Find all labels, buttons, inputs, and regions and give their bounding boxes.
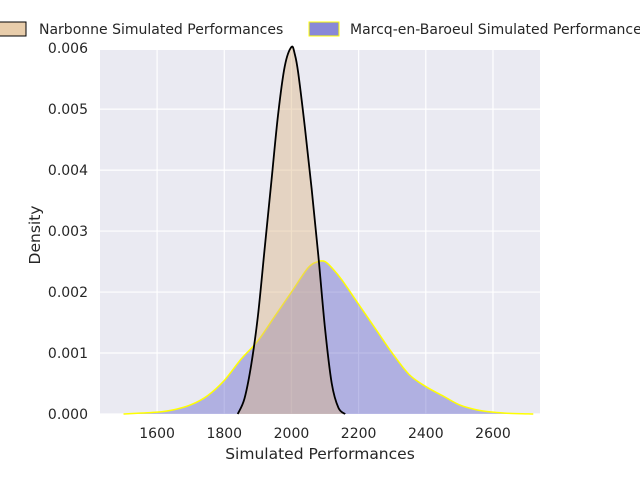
x-tick-label: 2000 (274, 426, 310, 442)
density-area-narbonne (237, 46, 346, 414)
y-tick-label: 0.005 (48, 102, 88, 118)
y-tick-label: 0.003 (48, 224, 88, 240)
density-line-marcq (123, 260, 534, 415)
legend-swatch-marcq (308, 21, 340, 37)
y-tick-label: 0.002 (48, 285, 88, 301)
x-axis-label: Simulated Performances (225, 445, 415, 463)
x-tick-label: 2200 (341, 426, 377, 442)
x-tick-label: 1800 (206, 426, 242, 442)
density-line-narbonne (236, 45, 346, 415)
y-tick-label: 0.006 (48, 41, 88, 57)
legend-label-narbonne: Narbonne Simulated Performances (39, 22, 283, 38)
y-tick-label: 0.004 (48, 163, 88, 179)
y-axis-label: Density (26, 206, 44, 265)
legend: Narbonne Simulated Performances Marcq-en… (0, 21, 640, 38)
x-axis-ticks: 1600 1800 2000 2200 2400 2600 (139, 426, 511, 442)
x-tick-label: 2400 (408, 426, 444, 442)
x-tick-label: 1600 (139, 426, 175, 442)
legend-swatch-narbonne (0, 21, 27, 37)
grid-lines (100, 47, 540, 415)
series-layer (123, 45, 534, 415)
density-area-marcq (123, 260, 534, 414)
legend-label-marcq: Marcq-en-Baroeul Simulated Performances (350, 22, 640, 38)
x-tick-label: 2600 (475, 426, 511, 442)
y-tick-label: 0.000 (48, 407, 88, 423)
y-tick-label: 0.001 (48, 346, 88, 362)
y-axis-ticks: 0.000 0.001 0.002 0.003 0.004 0.005 0.006 (48, 41, 88, 423)
